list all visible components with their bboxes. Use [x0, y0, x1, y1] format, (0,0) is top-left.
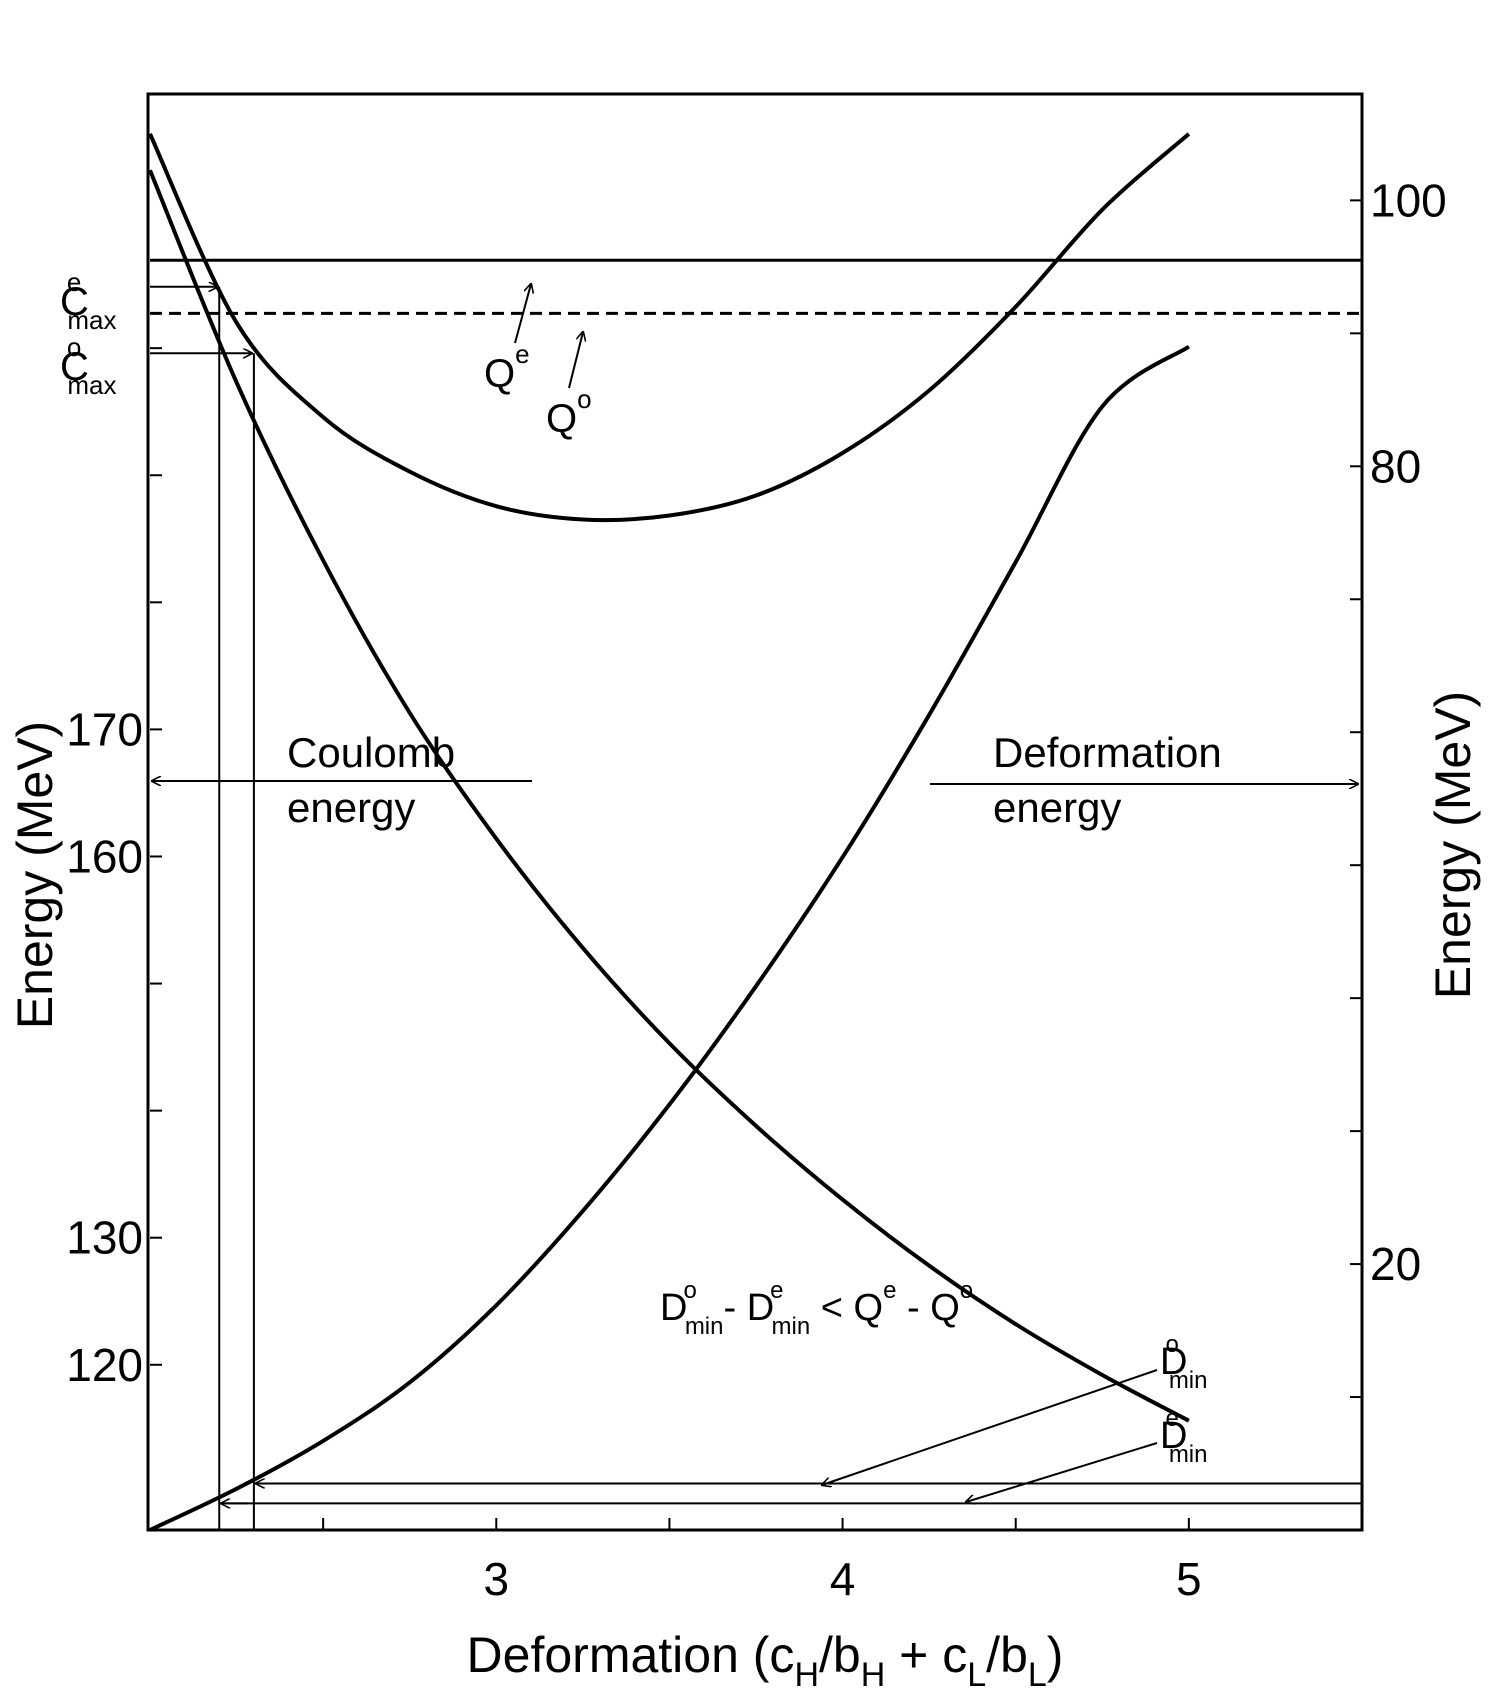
qe-label: Qe — [484, 339, 530, 396]
right-tick-label: 100 — [1370, 174, 1447, 226]
dmin-odd-arrow — [822, 1369, 1158, 1485]
x-tick-label: 3 — [483, 1553, 509, 1605]
left-tick-label: 160 — [66, 830, 143, 882]
cmax-even-label: Ce max — [60, 267, 116, 335]
qo-arrow — [568, 332, 583, 389]
marker-lines — [150, 287, 1362, 1530]
left-tick-label: 170 — [66, 703, 143, 755]
x-tick-label: 5 — [1176, 1553, 1202, 1605]
coulomb-label-line2: energy — [287, 784, 415, 831]
x-tick-label: 4 — [830, 1553, 856, 1605]
cmax-odd-label: Co max — [60, 332, 116, 400]
deformation-label-line1: Deformation — [993, 729, 1222, 776]
right-tick-label: 20 — [1370, 1238, 1421, 1290]
x-axis-label: Deformation (cH/bH + cL/bL) — [467, 1627, 1064, 1694]
deformation-label-line2: energy — [993, 784, 1121, 831]
plot-frame — [146, 92, 1364, 1532]
series-line-total-energy — [148, 132, 1191, 523]
qe-arrow — [514, 284, 531, 344]
left-y-axis-label: Energy (MeV) — [7, 721, 63, 1029]
coulomb-label-line1: Coulomb — [287, 729, 455, 776]
series-line-deformation-energy — [149, 344, 1190, 1532]
right-tick-label: 80 — [1370, 440, 1421, 492]
inequality-text: Do min- De min < Qe - Qo — [660, 1277, 973, 1340]
qo-label: Qo — [546, 384, 592, 441]
series-line-coulomb-energy — [148, 169, 1190, 1423]
left-tick-label: 130 — [66, 1212, 143, 1264]
dmin-odd-label: Do min — [1160, 1331, 1207, 1394]
left-tick-label: 120 — [66, 1339, 143, 1391]
right-y-axis-label: Energy (MeV) — [1425, 691, 1481, 999]
dmin-even-label: De min — [1160, 1405, 1207, 1468]
left-axis-ticks: 120 130 160 170 — [66, 347, 162, 1391]
right-axis-ticks: 20 80 100 — [1350, 174, 1447, 1399]
x-axis-ticks: 3 4 5 — [322, 1518, 1202, 1605]
series-lines — [148, 132, 1362, 1532]
dmin-even-arrow — [966, 1442, 1158, 1502]
